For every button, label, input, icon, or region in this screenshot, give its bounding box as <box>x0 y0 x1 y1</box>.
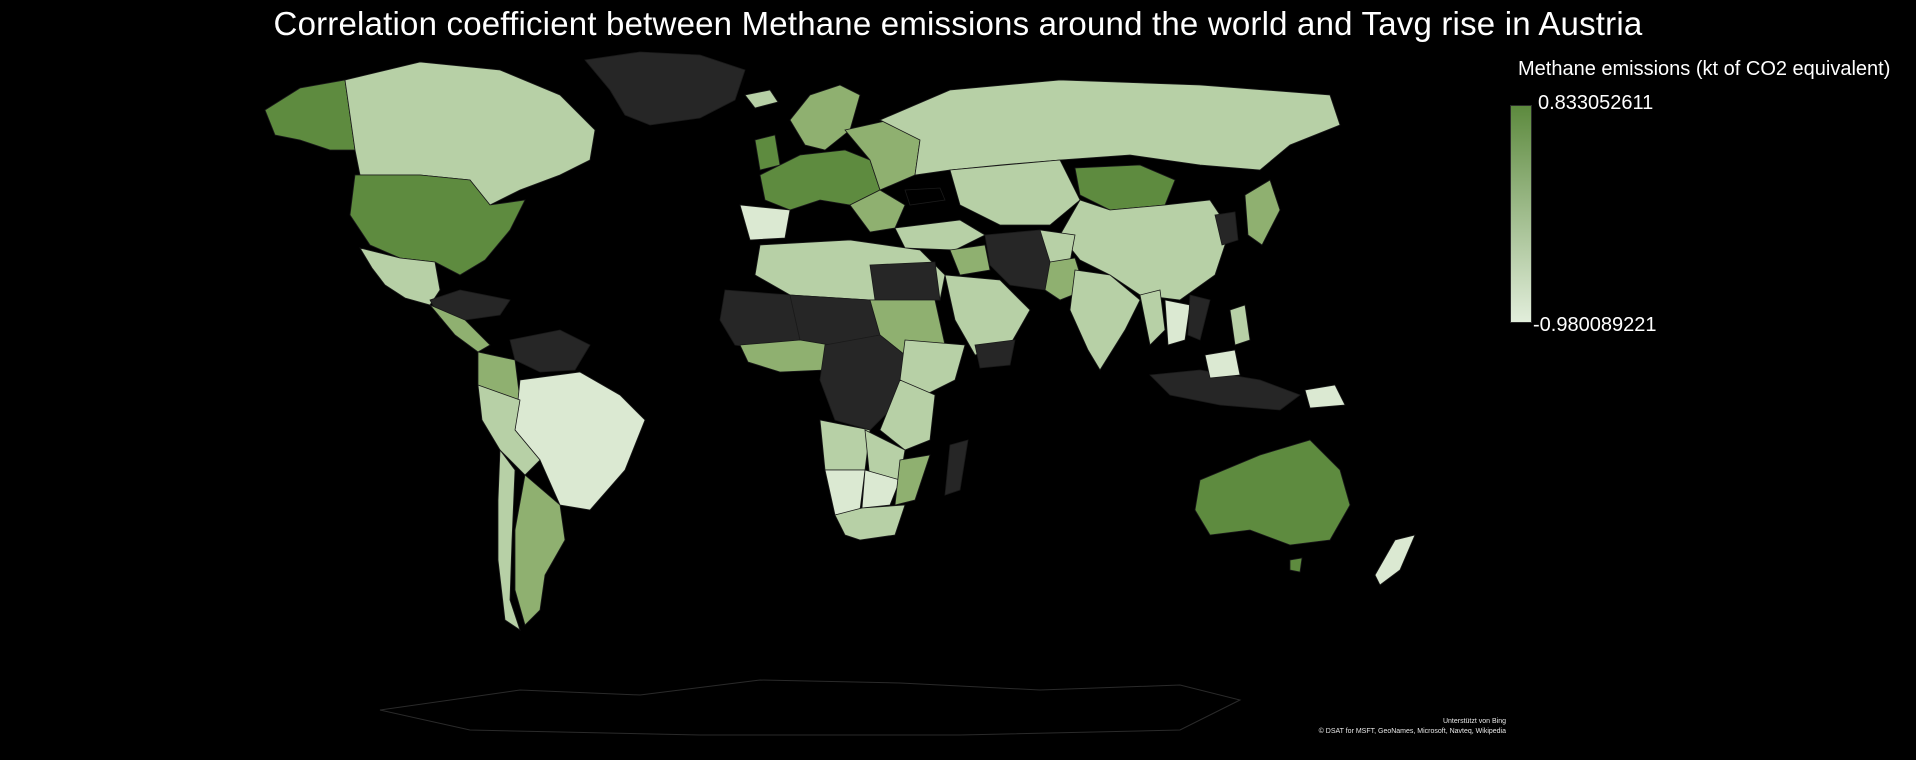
region-venezuela <box>509 329 591 373</box>
region-central-africa <box>819 334 906 431</box>
region-china <box>1059 199 1231 301</box>
region-iberia <box>739 204 791 241</box>
region-scandinavia <box>789 84 861 151</box>
attribution-sources: © DSAT for MSFT, GeoNames, Microsoft, Na… <box>1318 728 1506 735</box>
region-horn-of-africa <box>899 339 966 396</box>
region-madagascar <box>944 439 969 496</box>
region-borneo <box>1204 349 1241 379</box>
region-namibia <box>824 469 866 516</box>
region-iceland <box>744 89 779 109</box>
region-vietnam <box>1187 294 1211 341</box>
region-australia <box>1194 439 1351 546</box>
attribution-bing: Unterstützt von Bing <box>1442 718 1506 725</box>
region-tasmania <box>1289 557 1303 573</box>
region-alaska <box>264 79 356 151</box>
region-peru <box>477 384 541 476</box>
region-myanmar <box>1139 289 1166 346</box>
region-central-america <box>429 304 491 353</box>
region-usa <box>349 174 526 276</box>
region-japan <box>1244 179 1281 246</box>
region-central-asia <box>949 159 1081 226</box>
region-caribbean <box>429 289 511 321</box>
region-mozambique <box>894 454 931 506</box>
legend-title: Methane emissions (kt of CO2 equivalent) <box>1518 58 1891 80</box>
region-south-africa <box>834 504 906 541</box>
legend-min-label: -0.980089221 <box>1533 314 1657 336</box>
legend-color-scale <box>1510 105 1532 323</box>
region-argentina <box>514 474 566 626</box>
region-png <box>1304 384 1346 409</box>
region-balkans <box>849 189 906 233</box>
region-new-zealand <box>1374 534 1416 586</box>
region-turkey <box>894 219 986 251</box>
region-uk <box>754 134 781 171</box>
region-russia <box>879 79 1341 176</box>
region-gulf-of-guinea <box>739 339 831 373</box>
region-greenland <box>584 51 746 126</box>
region-black-sea <box>904 187 946 206</box>
region-thailand <box>1164 299 1191 346</box>
region-egypt <box>869 261 941 301</box>
legend-max-label: 0.833052611 <box>1538 92 1654 114</box>
region-botswana <box>861 469 901 509</box>
region-philippines <box>1229 304 1251 346</box>
region-korea <box>1214 211 1239 246</box>
page-title: Correlation coefficient between Methane … <box>273 5 1643 42</box>
region-yemen <box>974 339 1016 369</box>
region-india <box>1069 269 1141 371</box>
region-syria <box>949 244 991 276</box>
region-east-africa <box>879 379 936 451</box>
region-arabia <box>944 274 1031 356</box>
region-chile <box>497 448 521 631</box>
region-antarctica <box>379 679 1242 736</box>
